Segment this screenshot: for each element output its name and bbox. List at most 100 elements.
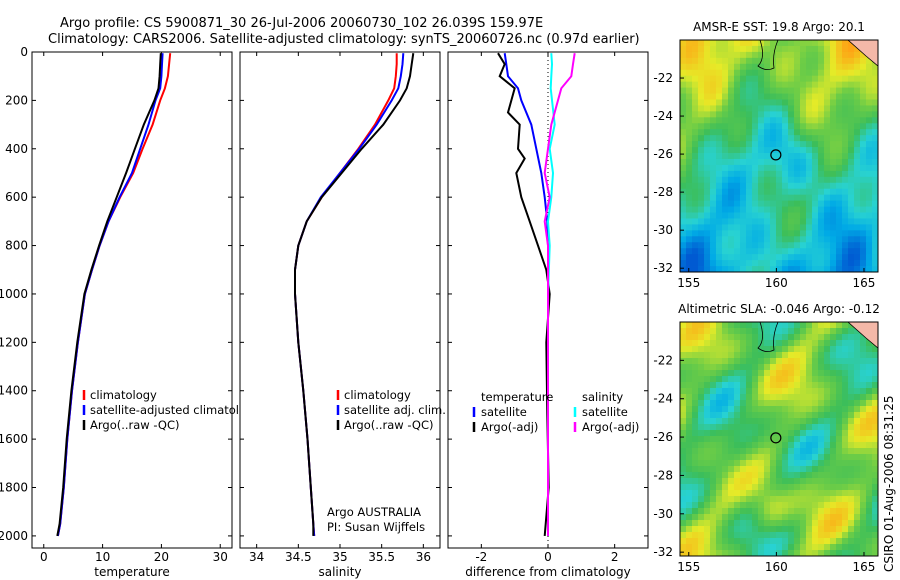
heatmap-cell xyxy=(806,164,813,172)
heatmap-cell xyxy=(860,394,867,401)
heatmap-cell xyxy=(812,436,819,443)
heatmap-cell xyxy=(710,406,717,413)
heatmap-cell xyxy=(758,550,765,557)
heatmap-cell xyxy=(836,176,843,184)
heatmap-cell xyxy=(764,69,771,77)
heatmap-cell xyxy=(794,81,801,88)
heatmap-cell xyxy=(746,57,753,65)
heatmap-cell xyxy=(746,224,753,231)
heatmap-cell xyxy=(758,460,765,467)
heatmap-cell xyxy=(740,490,747,497)
heatmap-cell xyxy=(830,526,837,533)
heatmap-cell xyxy=(722,206,729,213)
heatmap-cell xyxy=(776,388,783,395)
heatmap-cell xyxy=(746,394,753,401)
heatmap-cell xyxy=(812,364,819,371)
heatmap-cell xyxy=(722,436,729,443)
series-temperature-argo-adj xyxy=(497,52,551,536)
heatmap-cell xyxy=(710,99,717,106)
heatmap-cell xyxy=(848,260,855,267)
heatmap-cell xyxy=(764,436,771,443)
heatmap-cell xyxy=(812,87,819,94)
heatmap-cell xyxy=(818,550,825,557)
heatmap-cell xyxy=(728,424,735,431)
x-axis-label: difference from climatology xyxy=(465,565,631,579)
heatmap-cell xyxy=(830,75,837,83)
heatmap-cell xyxy=(716,376,723,383)
heatmap-cell xyxy=(716,188,723,196)
heatmap-cell xyxy=(866,158,873,166)
heatmap-cell xyxy=(716,472,723,479)
heatmap-cell xyxy=(722,424,729,431)
heatmap-cell xyxy=(686,158,693,166)
heatmap-cell xyxy=(824,87,831,94)
heatmap-cell xyxy=(788,454,795,461)
heatmap-cell xyxy=(812,394,819,401)
heatmap-cell xyxy=(758,328,765,335)
heatmap-cell xyxy=(782,69,789,77)
heatmap-cell xyxy=(806,352,813,359)
heatmap-cell xyxy=(716,51,723,59)
heatmap-cell xyxy=(872,158,879,166)
heatmap-cell xyxy=(740,40,747,47)
heatmap-cell xyxy=(848,242,855,249)
heatmap-cell xyxy=(734,87,741,94)
heatmap-cell xyxy=(848,224,855,231)
heatmap-cell xyxy=(872,352,879,359)
heatmap-cell xyxy=(824,206,831,213)
heatmap-cell xyxy=(752,520,759,527)
heatmap-cell xyxy=(704,99,711,106)
heatmap-cell xyxy=(830,406,837,413)
heatmap-cell xyxy=(860,430,867,437)
heatmap-cell xyxy=(728,400,735,407)
heatmap-cell xyxy=(806,376,813,383)
heatmap-cell xyxy=(776,520,783,527)
heatmap-cell xyxy=(854,358,861,365)
heatmap-cell xyxy=(860,550,867,557)
heatmap-cell xyxy=(704,81,711,88)
heatmap-cell xyxy=(770,236,777,243)
heatmap-cell xyxy=(758,260,765,267)
heatmap-cell xyxy=(746,514,753,521)
heatmap-cell xyxy=(764,218,771,225)
heatmap-cell xyxy=(836,105,843,112)
heatmap-cell xyxy=(770,490,777,497)
x-tick-label: 34.5 xyxy=(285,550,312,564)
heatmap-cell xyxy=(782,430,789,437)
heatmap-cell xyxy=(698,430,705,437)
heatmap-cell xyxy=(866,532,873,539)
heatmap-cell xyxy=(758,212,765,219)
heatmap-cell xyxy=(716,111,723,118)
heatmap-cell xyxy=(830,352,837,359)
heatmap-cell xyxy=(830,364,837,371)
heatmap-cell xyxy=(860,129,867,136)
series-salinity-argo-adj xyxy=(543,53,576,536)
heatmap-cell xyxy=(680,63,687,71)
heatmap-cell xyxy=(740,544,747,551)
heatmap-cell xyxy=(860,105,867,112)
heatmap-cell xyxy=(680,99,687,106)
heatmap-cell xyxy=(734,472,741,479)
heatmap-cell xyxy=(710,490,717,497)
heatmap-cell xyxy=(872,69,879,77)
heatmap-cell xyxy=(824,472,831,479)
heatmap-cell xyxy=(848,248,855,255)
heatmap-cell xyxy=(692,111,699,118)
heatmap-cell xyxy=(740,532,747,539)
heatmap-cell xyxy=(728,532,735,539)
heatmap-cell xyxy=(866,490,873,497)
heatmap-cell xyxy=(824,496,831,503)
heatmap-cell xyxy=(722,328,729,335)
heatmap-cell xyxy=(764,40,771,47)
y-tick-label: -28 xyxy=(653,185,673,199)
heatmap-cell xyxy=(716,418,723,425)
heatmap-cell xyxy=(770,550,777,557)
heatmap-cell xyxy=(680,57,687,65)
heatmap-cell xyxy=(710,322,717,329)
heatmap-cell xyxy=(830,153,837,160)
heatmap-cell xyxy=(794,388,801,395)
heatmap-cell xyxy=(812,388,819,395)
x-tick-label: 36 xyxy=(416,550,431,564)
heatmap-cell xyxy=(728,164,735,172)
heatmap-cell xyxy=(764,164,771,172)
